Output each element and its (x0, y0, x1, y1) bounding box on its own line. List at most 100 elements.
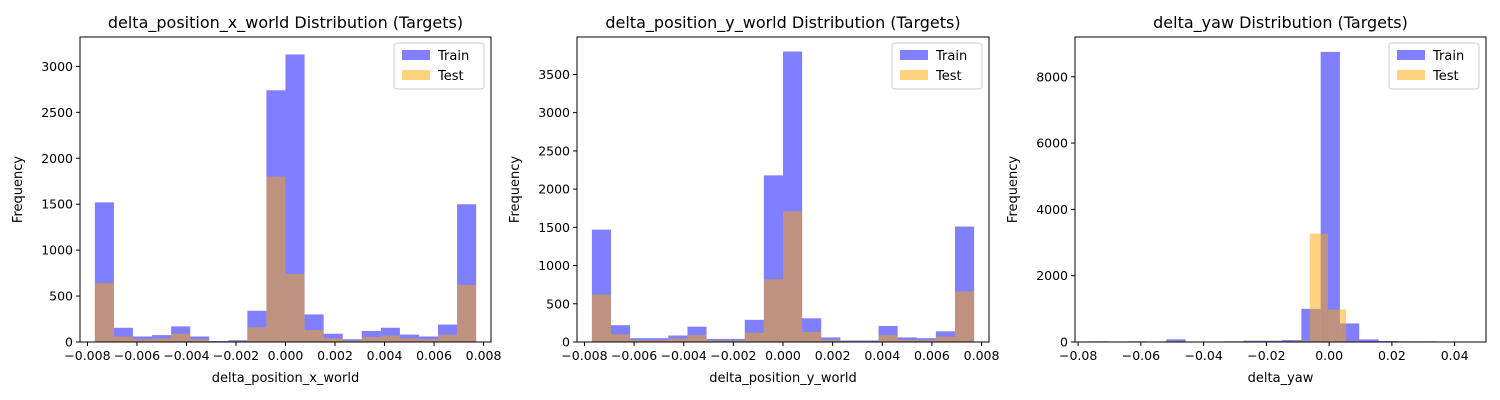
x-tick-label: 0.02 (1378, 348, 1406, 363)
bar-test-4 (171, 333, 191, 342)
legend-swatch-test (900, 70, 928, 80)
x-tick-label: −0.06 (1122, 348, 1160, 363)
y-tick-label: 2000 (538, 182, 570, 197)
bar-test-19 (457, 285, 477, 342)
bar-test-14 (361, 336, 381, 342)
bar-test-10 (1291, 340, 1310, 342)
x-tick-label: 0.000 (268, 348, 304, 363)
bar-test-8 (744, 332, 764, 342)
subplot-2: −0.008 −0.006 −0.004 −0.002 0.000 0.002 0.004 0… (508, 13, 999, 386)
x-tick-label: 0.04 (1441, 348, 1469, 363)
bar-test-16 (399, 338, 419, 342)
bar-test-12 (821, 339, 841, 342)
x-tick-label: 0.004 (367, 348, 403, 363)
x-axis-label: delta_position_y_world (709, 371, 856, 386)
legend-label-train: Train (935, 49, 967, 64)
bar-test-11 (802, 332, 822, 342)
y-tick-label: 2000 (41, 151, 73, 166)
y-tick-label: 3500 (538, 67, 570, 82)
bar-test-19 (954, 291, 975, 342)
bar-test-10 (285, 274, 305, 342)
x-tick-label: −0.004 (163, 348, 209, 363)
x-tick-label: −0.006 (611, 348, 657, 363)
bar-test-6 (706, 340, 726, 342)
y-axis-label: Frequency (508, 156, 523, 223)
series-test (591, 211, 975, 342)
y-tick-label: 1000 (538, 258, 570, 273)
bar-test-0 (591, 294, 612, 342)
y-tick-label: 1500 (538, 220, 570, 235)
bar-test-8 (247, 327, 267, 342)
x-tick-label: 0.008 (964, 348, 1000, 363)
chart-title: delta_position_y_world Distribution (Tar… (605, 13, 960, 33)
bar-train-14 (361, 330, 381, 342)
bar-test-17 (418, 339, 439, 342)
y-tick-label: 3000 (41, 59, 73, 74)
bar-test-9 (763, 279, 783, 342)
legend-swatch-test (1397, 70, 1425, 80)
x-tick-label: 0.002 (317, 348, 353, 363)
y-tick-label: 500 (546, 296, 570, 311)
legend-label-test: Test (1432, 69, 1459, 84)
x-tick-label: −0.04 (1184, 348, 1222, 363)
y-tick-label: 6000 (1036, 136, 1068, 151)
chart-title: delta_yaw Distribution (Targets) (1153, 13, 1408, 33)
x-axis-label: delta_position_x_world (212, 371, 359, 386)
x-tick-label: −0.02 (1247, 348, 1285, 363)
x-tick-label: 0.008 (466, 348, 502, 363)
y-tick-label: 4000 (1036, 202, 1068, 217)
x-tick-label: −0.002 (710, 348, 756, 363)
bar-train-5 (190, 336, 210, 342)
legend-label-train: Train (1432, 49, 1464, 64)
bar-test-15 (878, 335, 898, 342)
bar-test-7 (725, 340, 745, 342)
y-tick-label: 0 (65, 335, 73, 350)
bar-train-17 (418, 336, 439, 342)
x-tick-label: −0.08 (1059, 348, 1097, 363)
x-tick-label: 0.006 (914, 348, 950, 363)
y-axis-label: Frequency (1006, 156, 1021, 223)
y-tick-label: 2500 (41, 105, 73, 120)
y-tick-label: 0 (562, 335, 570, 350)
y-tick-label: 1500 (41, 197, 73, 212)
legend-label-train: Train (437, 49, 469, 64)
bar-train-4 (1166, 339, 1186, 342)
bar-train-2 (132, 336, 153, 342)
legend: Train Test (393, 42, 485, 90)
legend-label-test: Test (437, 69, 464, 84)
y-tick-label: 2000 (1036, 268, 1068, 283)
bar-test-18 (935, 336, 955, 342)
bar-test-18 (438, 334, 458, 342)
legend-label-test: Test (935, 69, 962, 84)
bar-test-11 (304, 330, 324, 342)
bar-train-10 (285, 54, 305, 342)
bar-test-5 (687, 335, 707, 342)
series-train (1089, 51, 1476, 342)
bar-test-1 (113, 336, 133, 342)
series-test (94, 176, 477, 342)
legend-swatch-train (402, 50, 430, 60)
bar-test-3 (152, 338, 172, 342)
legend-swatch-test (402, 70, 430, 80)
bar-test-3 (649, 340, 669, 342)
bar-test-13 (342, 340, 362, 342)
x-tick-label: −0.006 (114, 348, 160, 363)
bar-test-0 (94, 283, 114, 342)
bar-test-5 (190, 339, 210, 342)
y-tick-label: 0 (1060, 335, 1068, 350)
bar-test-10 (783, 211, 803, 342)
x-tick-label: −0.008 (561, 348, 607, 363)
bar-test-16 (897, 339, 917, 342)
x-tick-label: 0.002 (815, 348, 851, 363)
bar-test-9 (266, 176, 286, 342)
x-tick-label: −0.008 (64, 348, 110, 363)
bar-test-1 (611, 334, 631, 342)
legend-swatch-train (900, 50, 928, 60)
bar-test-12 (1327, 309, 1347, 342)
x-tick-label: 0.000 (765, 348, 801, 363)
y-tick-label: 8000 (1036, 69, 1068, 84)
subplot-3: −0.08 −0.06 −0.04 −0.02 0.00 0.02 0.04 0 2000 400… (1006, 13, 1487, 386)
bar-test-17 (916, 340, 936, 342)
y-tick-label: 500 (49, 289, 73, 304)
